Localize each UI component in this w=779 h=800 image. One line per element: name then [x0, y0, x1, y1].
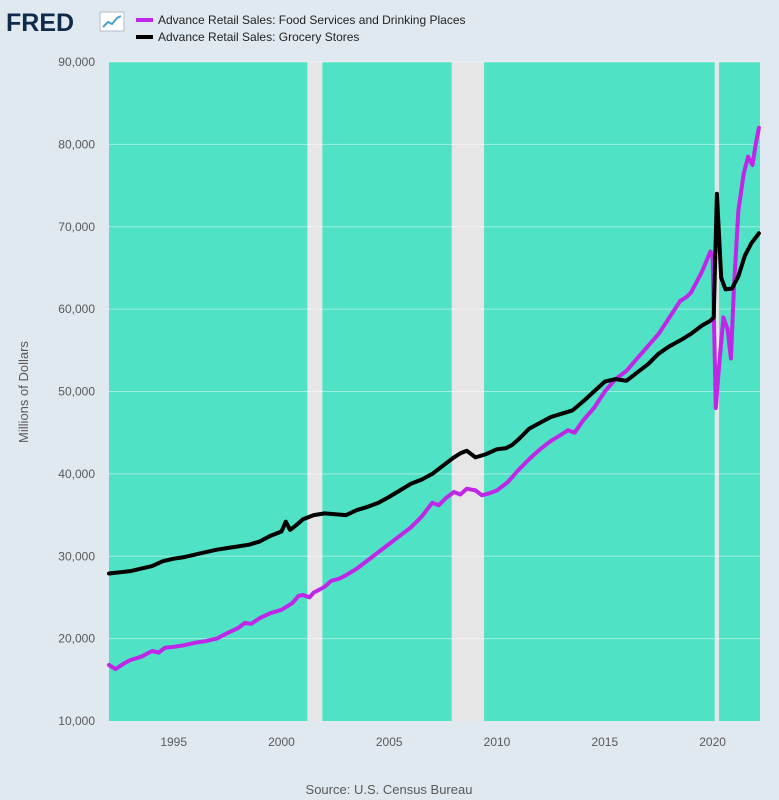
- legend-label-food-services: Advance Retail Sales: Food Services and …: [158, 13, 466, 27]
- x-tick-label: 2020: [699, 735, 726, 749]
- legend: Advance Retail Sales: Food Services and …: [136, 13, 466, 44]
- plot-background: [109, 62, 760, 721]
- x-axis-ticks: 1995 2000 2005 2010 2015 2020: [160, 735, 726, 749]
- y-tick-label: 10,000: [58, 714, 95, 728]
- y-tick-label: 40,000: [58, 467, 95, 481]
- series-line-food-services[interactable]: [107, 125, 761, 672]
- recession-band: [451, 62, 485, 721]
- source-note: Source: U.S. Census Bureau: [306, 782, 473, 797]
- x-tick-label: 1995: [160, 735, 187, 749]
- y-axis-ticks: 10,000 20,000 30,000 40,000 50,000 60,000 70,0…: [58, 55, 95, 728]
- legend-label-grocery-stores: Advance Retail Sales: Grocery Stores: [158, 30, 359, 44]
- x-tick-label: 2015: [591, 735, 618, 749]
- x-tick-label: 2000: [268, 735, 295, 749]
- series-line-grocery-stores[interactable]: [107, 191, 761, 576]
- legend-item-grocery-stores[interactable]: Advance Retail Sales: Grocery Stores: [136, 30, 359, 44]
- fred-logo-text: FRED: [6, 9, 74, 37]
- x-tick-label: 2005: [376, 735, 403, 749]
- y-tick-label: 90,000: [58, 55, 95, 69]
- y-tick-label: 20,000: [58, 632, 95, 646]
- y-tick-label: 80,000: [58, 137, 95, 151]
- line-chart-icon: [99, 11, 125, 32]
- y-axis-title: Millions of Dollars: [16, 341, 31, 443]
- fred-logo[interactable]: FRED: [6, 9, 125, 37]
- legend-item-food-services[interactable]: Advance Retail Sales: Food Services and …: [136, 13, 466, 27]
- x-tick-label: 2010: [484, 735, 511, 749]
- plot-area: [107, 61, 761, 721]
- recession-band: [307, 62, 323, 721]
- y-tick-label: 60,000: [58, 302, 95, 316]
- y-tick-label: 70,000: [58, 220, 95, 234]
- y-tick-label: 30,000: [58, 549, 95, 563]
- series-lines: [107, 125, 761, 672]
- y-tick-label: 50,000: [58, 385, 95, 399]
